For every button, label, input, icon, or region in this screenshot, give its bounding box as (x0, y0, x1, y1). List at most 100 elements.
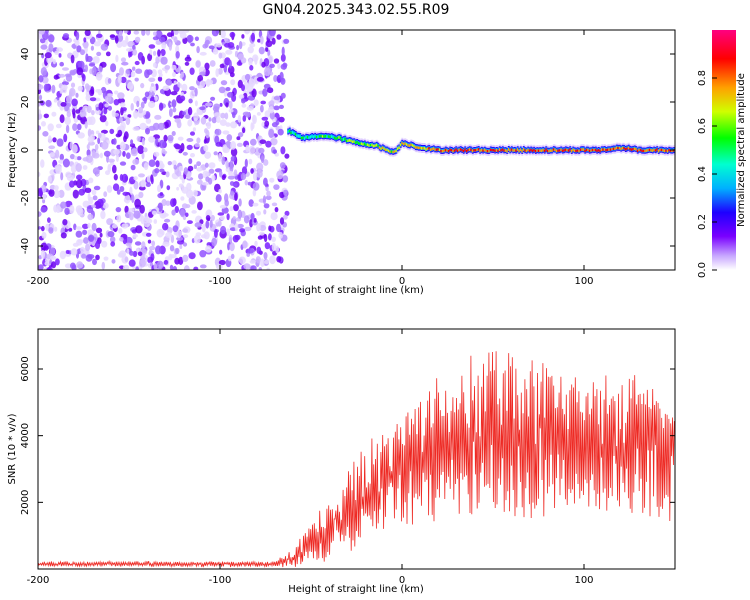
noise-blob (131, 194, 135, 204)
signal-core (438, 148, 441, 151)
noise-blob (232, 112, 236, 119)
signal-core (456, 149, 459, 152)
signal-core (554, 148, 557, 152)
noise-blob (229, 242, 235, 252)
noise-blob (232, 183, 238, 187)
noise-blob (230, 79, 236, 86)
noise-blob (171, 131, 176, 136)
noise-blob (252, 172, 258, 181)
noise-blob (230, 190, 234, 196)
noise-blob (84, 30, 91, 36)
noise-blob (107, 105, 112, 111)
noise-blob (92, 167, 100, 175)
noise-blob (62, 67, 69, 71)
noise-blob (76, 261, 84, 269)
noise-blob (276, 34, 282, 40)
noise-blob (141, 137, 145, 146)
signal-core (507, 148, 510, 151)
noise-blob (192, 127, 196, 132)
signal-core (558, 149, 561, 152)
signal-core (363, 142, 366, 145)
signal-core (476, 148, 479, 151)
noise-blob (234, 192, 238, 202)
signal-core (294, 133, 297, 136)
signal-core (404, 142, 407, 145)
noise-blob (58, 53, 62, 58)
signal-core (455, 148, 458, 151)
noise-blob (87, 213, 94, 221)
noise-blob (140, 215, 145, 225)
noise-blob (141, 30, 146, 36)
noise-blob (76, 67, 84, 76)
noise-blob (199, 106, 206, 111)
noise-blob (183, 265, 190, 270)
noise-blob (151, 69, 157, 78)
signal-core (314, 134, 317, 138)
noise-blob (41, 76, 49, 84)
signal-core (309, 135, 312, 139)
noise-blob (232, 235, 239, 243)
noise-blob (125, 116, 131, 126)
noise-blob (91, 222, 97, 232)
signal-core (389, 150, 392, 153)
noise-blob (178, 183, 184, 188)
noise-blob (144, 91, 150, 98)
noise-blob (222, 130, 230, 135)
y-tick-label: 4000 (20, 423, 31, 448)
noise-blob (218, 189, 222, 194)
noise-blob (38, 30, 45, 35)
signal-core (516, 148, 519, 151)
noise-blob (84, 121, 88, 129)
noise-blob (237, 174, 241, 182)
noise-blob (279, 71, 284, 81)
noise-blob (149, 245, 156, 251)
signal-core (354, 141, 357, 144)
noise-blob (119, 250, 127, 258)
noise-blob (49, 152, 55, 158)
signal-core (407, 144, 410, 147)
noise-blob (173, 36, 178, 43)
noise-blob (181, 83, 188, 92)
noise-blob (62, 158, 70, 168)
noise-blob (228, 59, 232, 69)
signal-core (464, 148, 467, 151)
noise-blob (49, 247, 56, 256)
noise-blob (89, 97, 97, 102)
noise-blob (166, 32, 173, 38)
x-tick-label: 100 (574, 276, 593, 287)
signal-core (342, 138, 345, 141)
signal-core (624, 148, 627, 151)
noise-blob (53, 226, 58, 232)
signal-core (432, 147, 435, 150)
noise-blob (121, 40, 128, 48)
noise-blob (244, 112, 251, 118)
x-tick-label: 100 (574, 575, 593, 586)
noise-blob (280, 146, 286, 155)
signal-core (482, 149, 485, 152)
signal-core (329, 135, 332, 139)
noise-blob (205, 220, 210, 229)
noise-blob (173, 30, 179, 35)
noise-blob (76, 45, 82, 53)
noise-blob (173, 143, 180, 148)
snr-frame (37, 328, 676, 570)
noise-blob (130, 71, 136, 78)
noise-blob (123, 135, 127, 143)
noise-blob (127, 81, 134, 90)
signal-core (396, 147, 399, 150)
signal-core (617, 146, 620, 150)
noise-blob (139, 204, 145, 214)
noise-blob (268, 225, 272, 232)
noise-blob (176, 229, 182, 239)
noise-blob (252, 114, 257, 125)
snr-panel: -200 -100 0 100 2000 4000 6000 Height of strai… (7, 328, 676, 595)
noise-blob (211, 174, 216, 182)
signal-core (597, 149, 600, 152)
noise-blob (76, 174, 83, 181)
signal-core (512, 149, 515, 152)
noise-blob (202, 170, 209, 179)
noise-blob (65, 250, 70, 254)
noise-blob (209, 219, 213, 228)
noise-blob (219, 249, 223, 255)
noise-blob (153, 31, 157, 36)
